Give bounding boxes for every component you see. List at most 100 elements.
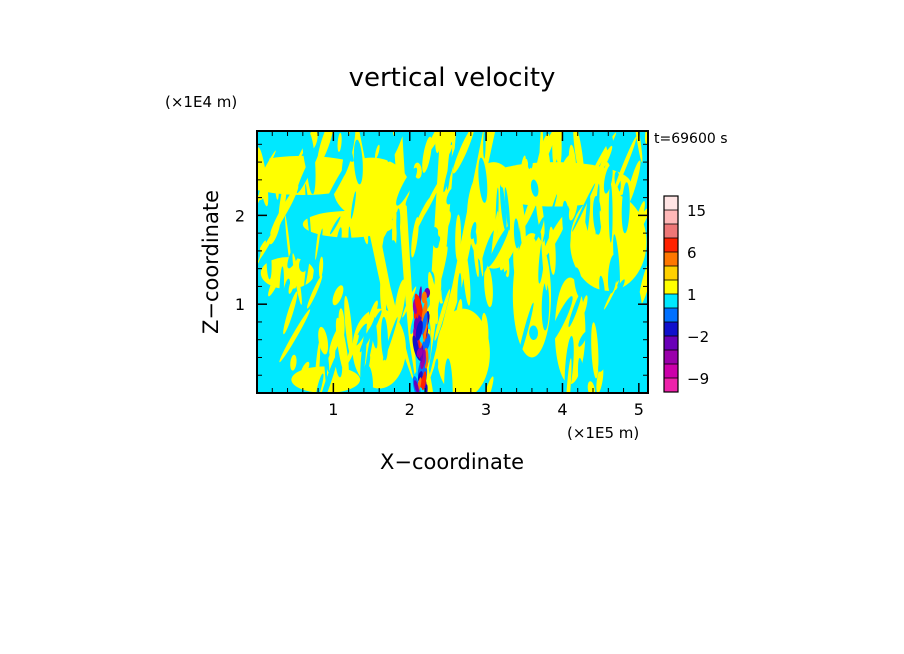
y-tick-label: 2 xyxy=(235,206,245,225)
velocity-filament xyxy=(572,183,596,232)
velocity-filament xyxy=(418,200,434,259)
velocity-filament xyxy=(257,328,264,345)
velocity-filament xyxy=(350,191,356,219)
velocity-filament xyxy=(283,291,298,335)
velocity-filament xyxy=(402,286,417,318)
velocity-filament xyxy=(364,365,373,393)
velocity-filament xyxy=(306,275,323,309)
time-label: t=69600 s xyxy=(654,131,728,147)
velocity-filament xyxy=(539,131,557,167)
x-tick-label: 5 xyxy=(634,400,644,419)
velocity-filament xyxy=(513,218,520,249)
colorbar-label: −9 xyxy=(687,370,709,388)
velocity-filament xyxy=(298,257,308,272)
core-velocity-streak xyxy=(421,371,427,391)
velocity-filament xyxy=(541,282,550,331)
velocity-filament xyxy=(510,165,518,184)
velocity-filament xyxy=(483,131,486,159)
velocity-filament xyxy=(389,240,399,276)
velocity-filament xyxy=(541,227,548,291)
velocity-filament xyxy=(431,227,441,249)
velocity-filament xyxy=(396,167,418,206)
velocity-filament xyxy=(330,216,341,235)
velocity-filament xyxy=(290,354,297,371)
y-scale-label: (×1E4 m) xyxy=(165,93,237,111)
velocity-filament xyxy=(520,155,526,179)
velocity-filament xyxy=(279,309,311,363)
velocity-filament xyxy=(360,330,367,382)
velocity-filament xyxy=(455,214,461,261)
velocity-filament xyxy=(365,319,376,370)
velocity-filament xyxy=(359,202,369,245)
velocity-filament xyxy=(522,170,546,229)
velocity-filament xyxy=(611,317,621,364)
colorbar-band xyxy=(664,322,678,336)
velocity-filament xyxy=(544,150,551,184)
jet-core xyxy=(412,286,431,393)
velocity-filament xyxy=(275,175,279,200)
velocity-filament xyxy=(638,259,648,306)
velocity-filament xyxy=(519,197,526,253)
velocity-filament xyxy=(568,195,578,221)
velocity-filament xyxy=(542,213,568,258)
velocity-filament xyxy=(443,144,458,193)
velocity-filament xyxy=(530,179,539,197)
velocity-filament xyxy=(299,335,304,362)
velocity-filament xyxy=(313,340,321,393)
core-velocity-streak xyxy=(417,371,423,382)
velocity-filament xyxy=(337,132,342,152)
velocity-filament xyxy=(578,331,588,347)
velocity-filament xyxy=(612,279,625,301)
x-scale-label: (×1E5 m) xyxy=(567,424,639,442)
colorbar-band xyxy=(664,364,678,378)
velocity-filament xyxy=(547,296,573,345)
velocity-filament xyxy=(257,220,281,263)
plot-frame xyxy=(256,130,649,394)
velocity-filament xyxy=(473,229,477,245)
velocity-filament xyxy=(504,187,510,231)
x-axis-label: X−coordinate xyxy=(380,450,524,474)
velocity-filament xyxy=(554,131,562,166)
velocity-filament xyxy=(598,145,613,174)
velocity-filament xyxy=(344,295,353,356)
x-tick-label: 4 xyxy=(557,400,567,419)
velocity-filament xyxy=(568,144,577,193)
velocity-filament xyxy=(305,132,316,195)
velocity-filament xyxy=(287,236,304,269)
colorbar-band xyxy=(664,308,678,322)
velocity-filament xyxy=(315,214,322,260)
velocity-filament xyxy=(434,358,439,375)
colorbar-band xyxy=(664,336,678,350)
colorbar-band xyxy=(664,378,678,392)
velocity-filament xyxy=(260,323,280,373)
velocity-filament xyxy=(437,210,451,237)
colorbar-label: 6 xyxy=(687,244,697,262)
x-tick-label: 1 xyxy=(328,400,338,419)
velocity-filament xyxy=(573,131,585,183)
y-tick-label: 1 xyxy=(235,295,245,314)
core-velocity-streak xyxy=(421,312,428,335)
velocity-filament xyxy=(564,161,572,210)
velocity-filament xyxy=(607,254,618,294)
velocity-filament xyxy=(348,226,353,280)
velocity-filament xyxy=(450,349,462,373)
velocity-filament xyxy=(374,144,380,159)
velocity-filament xyxy=(332,285,344,306)
velocity-filament xyxy=(633,201,645,237)
velocity-filament xyxy=(562,200,571,249)
velocity-filament xyxy=(577,357,588,393)
velocity-filament xyxy=(542,194,558,243)
velocity-filament xyxy=(258,182,268,201)
velocity-filament xyxy=(300,361,310,378)
velocity-filament xyxy=(377,202,396,243)
velocity-filament xyxy=(270,185,299,235)
velocity-filament xyxy=(324,160,350,207)
core-velocity-streak xyxy=(421,300,428,326)
velocity-filament xyxy=(539,131,544,184)
velocity-filament xyxy=(257,150,276,185)
velocity-filament xyxy=(574,267,583,298)
colorbar-label: 1 xyxy=(687,286,697,304)
velocity-filament xyxy=(318,326,329,355)
y-axis-label: Z−coordinate xyxy=(199,190,223,334)
velocity-filament xyxy=(396,208,401,235)
